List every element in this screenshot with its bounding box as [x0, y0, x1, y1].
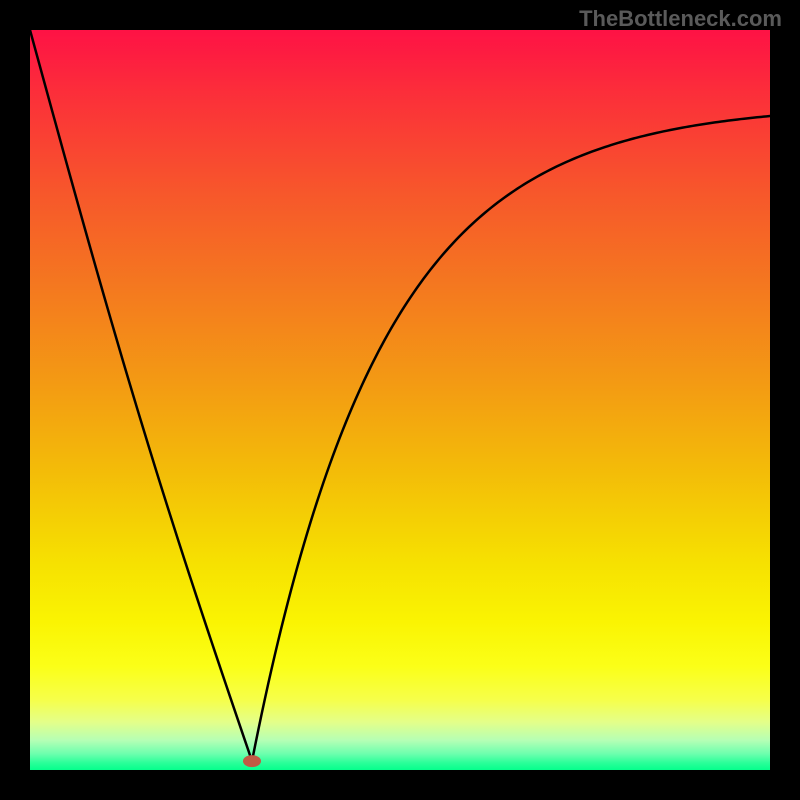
- watermark-text: TheBottleneck.com: [579, 6, 782, 32]
- plot-area: [30, 30, 770, 770]
- plot-background-gradient: [30, 30, 770, 770]
